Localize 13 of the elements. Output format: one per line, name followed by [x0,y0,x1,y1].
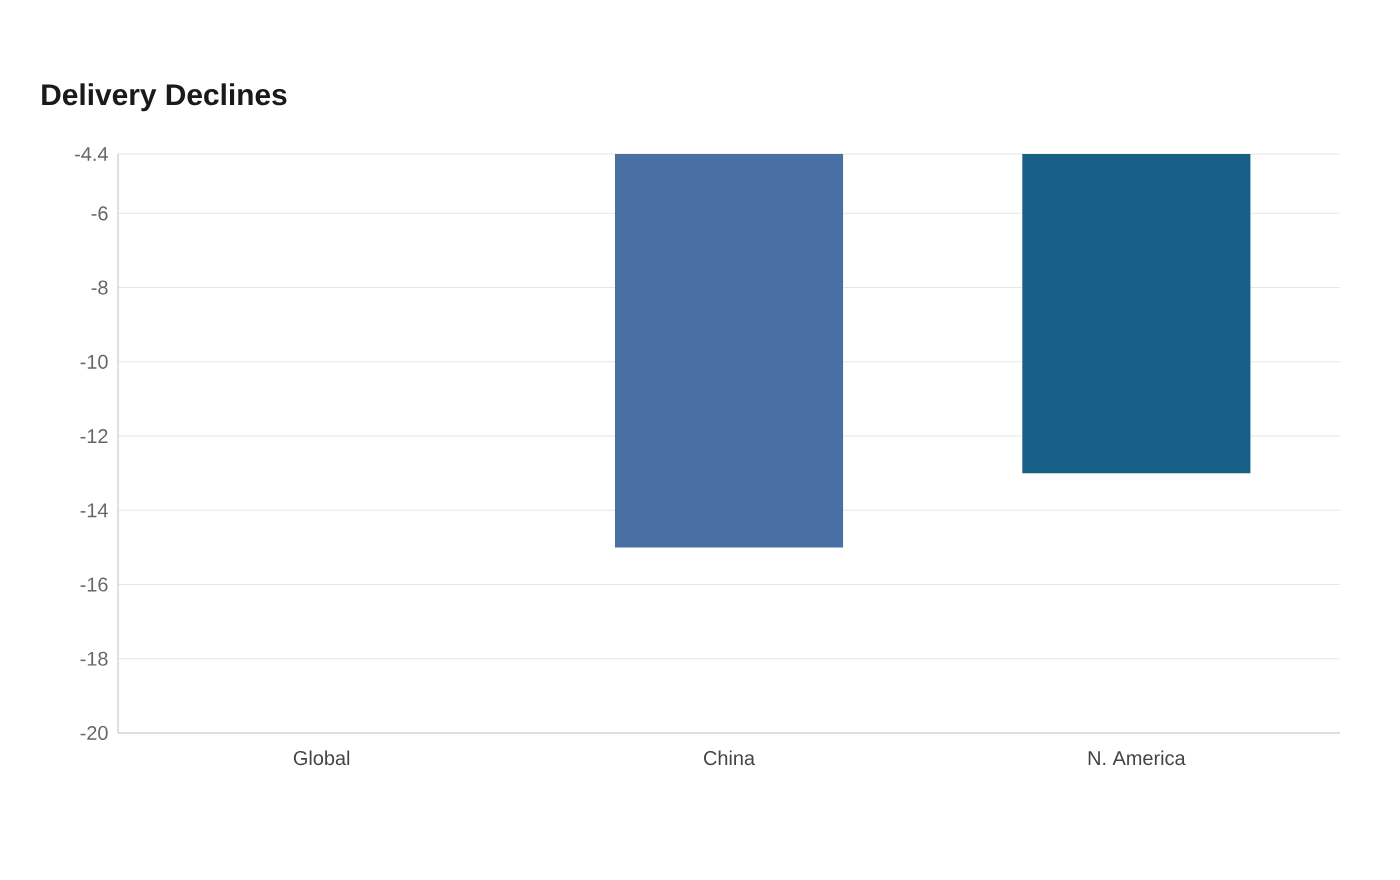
y-tick-label: -18 [80,651,108,666]
x-tick-label: N. America [1088,750,1186,766]
y-tick-label: -8 [91,280,108,295]
y-tick-label: -10 [80,354,108,369]
x-tick-label: China [704,750,756,766]
y-tick-label: -16 [80,577,108,592]
y-tick-label: -6 [91,206,108,221]
y-tick-label: -20 [80,725,108,741]
y-tick-label: -4.4 [75,147,108,161]
chart-title: Delivery Declines [42,83,287,112]
x-tick-label: Global [293,750,350,766]
y-tick-label: -12 [80,429,108,444]
y-tick-label: -14 [80,503,108,518]
